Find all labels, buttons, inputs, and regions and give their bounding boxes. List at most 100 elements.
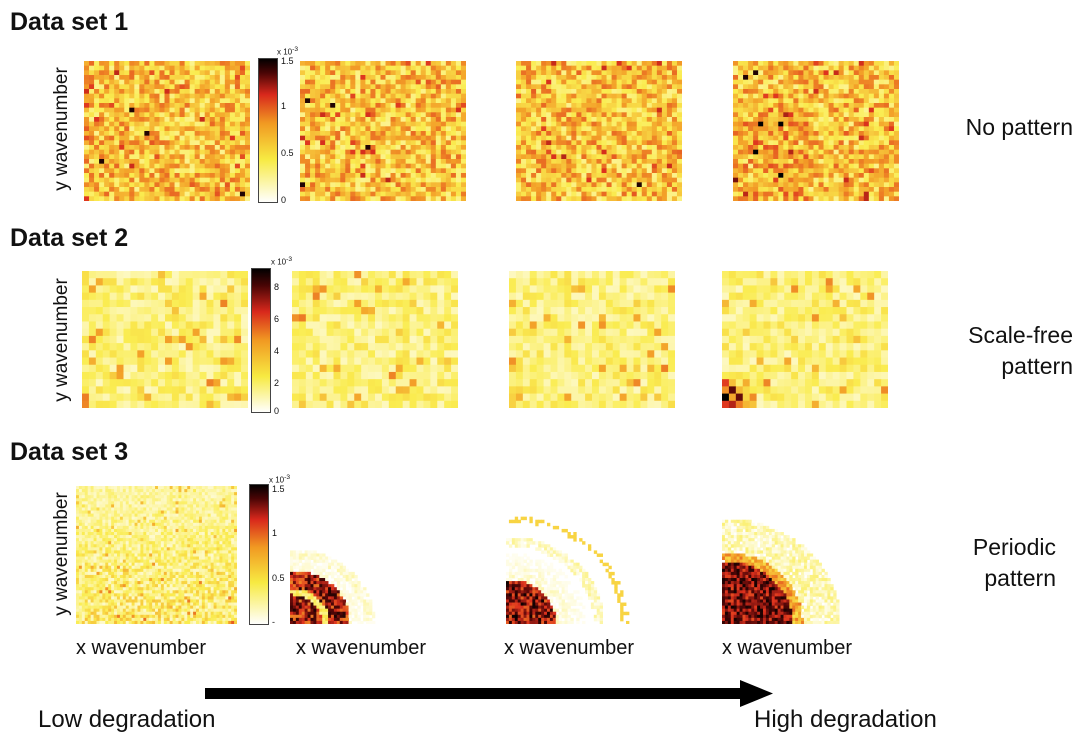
heatmap-cell [516,117,522,123]
heatmap-cell [551,163,557,169]
heatmap-cell [139,70,145,76]
heatmap-cell [571,89,577,95]
heatmap-cell [611,177,618,183]
heatmap-cell [444,379,452,387]
heatmap-cell [430,321,438,330]
heatmap-cell [641,145,648,151]
heatmap-cell [88,350,97,358]
heatmap-cell [621,89,628,95]
heatmap-cell [606,177,612,183]
heatmap-cell [576,154,582,160]
heatmap-cell [123,357,131,366]
heatmap-cell [423,393,431,402]
heatmap-cell [641,107,648,113]
heatmap-cell [94,173,100,179]
heatmap-cell [858,126,865,132]
heatmap-cell [234,117,241,123]
heatmap-cell [298,393,307,402]
heatmap-cell [591,89,597,95]
heatmap-cell [541,182,547,188]
heatmap-cell [460,131,466,137]
heatmap-cell [444,371,452,380]
heatmap-cell [310,65,316,71]
heatmap-cell [335,121,341,127]
heatmap-cell [213,278,221,286]
heatmap-cell [858,65,865,71]
heatmap-cell [149,191,155,197]
heatmap-cell [606,103,612,109]
heatmap-cell [516,79,522,85]
heatmap-cell [521,93,527,99]
heatmap-cell [354,393,362,402]
heatmap-cell [114,159,120,165]
heatmap-cell [84,61,90,67]
heatmap-cell [596,187,602,193]
heatmap-cell [430,278,438,286]
heatmap-cell [803,187,809,193]
heatmap-cell [164,112,170,118]
heatmap-cell [244,191,250,197]
heatmap-cell [82,364,90,373]
heatmap-cell [326,321,334,330]
heatmap-cell [636,103,643,109]
heatmap-cell [354,386,362,394]
heatmap-cell [733,177,739,183]
heatmap-cell [641,177,648,183]
heatmap-cell [310,98,316,104]
heatmap-cell [521,75,527,81]
heatmap-cell [169,98,175,104]
heatmap-cell [676,182,682,188]
heatmap-cell [380,75,386,81]
heatmap-cell [445,191,452,197]
heatmap-cell [139,112,145,118]
heatmap-cell [445,107,452,113]
heatmap-cell [89,126,95,132]
heatmap-cell [888,140,895,146]
heatmap-cell [116,379,124,387]
heatmap-cell [793,121,799,127]
heatmap-cell [109,131,115,137]
heatmap-cell [743,79,749,85]
heatmap-cell [616,79,623,85]
heatmap-cell [423,386,431,394]
heatmap-cell [241,386,248,394]
heatmap-cell [531,93,537,99]
heatmap-cell [134,65,140,71]
heatmap-cell [783,117,789,123]
heatmap-cell [94,103,100,109]
heatmap-cell [405,98,412,104]
heatmap-cell [82,292,90,301]
heatmap-cell [425,173,432,179]
heatmap-cell [109,107,115,113]
heatmap-cell [556,61,562,67]
heatmap-cell [606,131,612,137]
heatmap-cell [123,299,131,308]
heatmap-cell [320,191,326,197]
heatmap-cell [601,112,607,118]
heatmap-cell [184,145,191,151]
heatmap-cell [437,271,445,279]
heatmap-cell [219,107,226,113]
heatmap-cell [333,335,341,344]
heatmap-cell [114,79,120,85]
heatmap-cell [84,89,90,95]
heatmap-cell [783,149,789,155]
heatmap-cell [793,149,799,155]
heatmap-cell [763,168,769,174]
heatmap-cell [330,131,336,137]
heatmap-cell [234,79,241,85]
heatmap-cell [365,177,371,183]
heatmap-cell [119,70,125,76]
heatmap-cell [848,89,855,95]
heatmap-cell [768,187,774,193]
heatmap-cell [220,343,228,351]
heatmap-cell [244,61,250,67]
heatmap-cell [410,135,417,141]
heatmap-cell [636,140,643,146]
heatmap-cell [656,163,663,169]
heatmap-cell [651,145,658,151]
heatmap-cell [350,103,356,109]
heatmap-cell [410,145,417,151]
heatmap-cell [224,89,231,95]
heatmap-cell [450,196,457,201]
